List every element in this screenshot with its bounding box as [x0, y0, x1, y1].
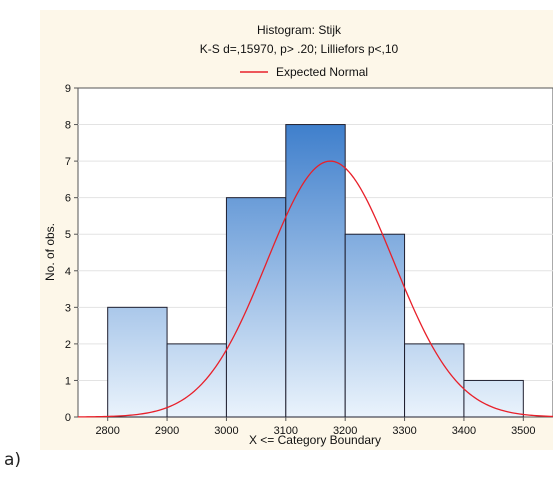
histogram-bar [166, 343, 227, 418]
y-axis-ticks: 0 1 2 3 4 5 6 7 8 9 [65, 83, 78, 424]
y-tick-label: 5 [65, 229, 71, 241]
histogram-bar [225, 197, 287, 418]
chart-title: Histogram: Stijk [257, 23, 342, 37]
y-tick-label: 0 [65, 412, 71, 424]
histogram-bar [404, 343, 465, 418]
histogram-bars [107, 124, 524, 418]
legend: Expected Normal [240, 65, 368, 79]
x-tick-label: 2900 [155, 425, 179, 437]
legend-label: Expected Normal [276, 65, 368, 79]
x-tick-label: 3000 [214, 425, 238, 437]
y-tick-label: 2 [65, 339, 71, 351]
y-tick-label: 6 [65, 193, 71, 205]
x-axis-label: X <= Category Boundary [249, 433, 381, 447]
histogram-bar [285, 124, 346, 418]
x-tick-label: 3500 [511, 425, 535, 437]
histogram-bar [107, 306, 168, 418]
x-tick-label: 3100 [274, 425, 298, 437]
y-tick-label: 8 [65, 120, 71, 132]
expected-normal-curve [77, 160, 553, 418]
y-tick-label: 1 [65, 375, 71, 387]
panel-label: a) [4, 450, 22, 470]
chart-panel: Histogram: Stijk K-S d=,15970, p> .20; L… [40, 10, 553, 450]
x-tick-label: 3400 [452, 425, 476, 437]
y-tick-label: 7 [65, 156, 71, 168]
x-axis-ticks: 2800 2900 3000 3100 3200 3300 3400 3500 [95, 417, 536, 437]
histogram-bar [463, 379, 524, 418]
y-tick-label: 4 [65, 266, 71, 278]
chart-subtitle: K-S d=,15970, p> .20; Lilliefors p<,10 [200, 42, 399, 56]
x-tick-label: 3300 [392, 425, 416, 437]
y-tick-label: 9 [65, 83, 71, 95]
x-tick-label: 2800 [95, 425, 119, 437]
y-tick-label: 3 [65, 302, 71, 314]
histogram-chart: Histogram: Stijk K-S d=,15970, p> .20; L… [43, 23, 553, 447]
y-axis-label: No. of obs. [43, 223, 57, 281]
histogram-bar [344, 233, 406, 418]
x-tick-label: 3200 [333, 425, 357, 437]
